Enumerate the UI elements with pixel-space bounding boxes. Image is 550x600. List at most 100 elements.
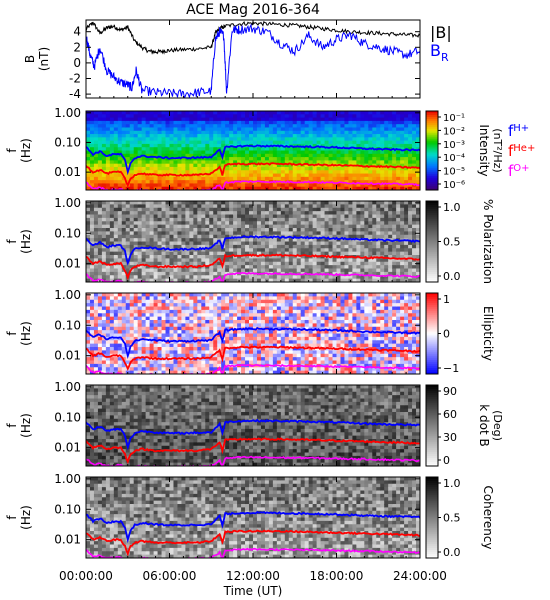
heatmap-cell [161,120,167,125]
heatmap-cell [193,147,198,152]
heatmap-cell [117,299,123,304]
heatmap-cell [304,186,310,190]
heatmap-cell [348,214,354,219]
heatmap-cell [109,204,115,209]
heatmap-cell [292,117,298,122]
heatmap-cell [121,211,127,216]
heatmap-cell [352,127,357,132]
heatmap-cell [276,244,282,249]
heatmap-cell [276,183,282,188]
colorbar-segment [426,160,438,163]
colorbar-tick-label: 10⁻¹ [443,113,465,124]
heatmap-cell [93,137,99,142]
heatmap-cell [229,173,234,178]
heatmap-cell [133,309,139,314]
heatmap-cell [388,248,393,253]
heatmap-cell [117,357,123,362]
heatmap-cell [113,363,119,368]
heatmap-cell [109,306,115,311]
heatmap-cell [388,217,393,222]
heatmap-cell [348,134,354,138]
heatmap-cell [125,137,131,142]
heatmap-cell [376,211,381,216]
heatmap-cell [165,186,171,190]
heatmap-cell [193,173,198,178]
heatmap-cell [384,265,389,270]
heatmap-cell [105,157,111,161]
heatmap-cell [233,134,238,138]
heatmap-cell [312,124,318,129]
heatmap-cell [264,268,270,273]
heatmap-cell [109,316,115,321]
heatmap-cell [201,186,206,190]
heatmap-cell [169,313,175,318]
heatmap-cell [296,251,302,256]
heatmap-cell [165,160,171,165]
heatmap-cell [205,217,210,222]
heatmap-cell [153,336,159,341]
heatmap-cell [364,224,369,229]
heatmap-cell [133,323,139,328]
heatmap-cell [237,157,242,161]
heatmap-cell [193,323,198,328]
heatmap-cell [233,117,238,122]
heatmap-cell [400,117,405,122]
heatmap-cell [300,251,306,256]
heatmap-cell [165,320,171,324]
heatmap-cell [137,360,143,365]
heatmap-cell [300,217,306,222]
heatmap-cell [256,186,262,190]
heatmap-cell [229,137,234,142]
heatmap-cell [141,333,147,338]
heatmap-cell [89,244,95,249]
heatmap-cell [296,150,302,155]
heatmap-cell [149,299,155,304]
heatmap-cell [256,241,262,246]
heatmap-cell [161,124,167,129]
heatmap-cell [93,117,99,122]
heatmap-cell [400,160,405,165]
heatmap-cell [336,137,342,142]
heatmap-cell [213,114,218,119]
heatmap-cell [137,231,143,236]
heatmap-cell [145,217,151,222]
heatmap-cell [340,170,346,175]
heatmap-cell [189,353,194,358]
heatmap-cell [169,183,175,188]
heatmap-cell [141,157,147,161]
heatmap-cell [181,143,187,148]
heatmap-cell [181,306,187,311]
heatmap-cell [169,268,175,273]
heatmap-cell [360,117,365,122]
heatmap-cell [356,160,361,165]
heatmap-cell [372,258,377,263]
heatmap-cell [217,143,222,148]
heatmap-cell [332,268,338,273]
heatmap-cell [165,111,171,115]
heatmap-cell [364,143,369,148]
heatmap-cell [153,201,159,205]
heatmap-cell [332,186,338,190]
heatmap-cell [308,124,314,129]
heatmap-cell [288,221,294,226]
heatmap-cell [205,271,210,276]
heatmap-cell [384,157,389,161]
heatmap-cell [221,160,226,165]
heatmap-cell [181,111,187,115]
heatmap-cell [109,147,115,152]
heatmap-cell [336,278,342,282]
heatmap-cell [205,111,210,115]
heatmap-cell [364,120,369,125]
heatmap-cell [89,265,95,270]
heatmap-cell [332,207,338,212]
heatmap-cell [117,340,123,345]
heatmap-cell [109,261,115,266]
heatmap-cell [320,221,326,226]
heatmap-cell [193,214,198,219]
heatmap-cell [157,170,163,175]
heatmap-cell [93,217,99,222]
heatmap-cell [129,170,135,175]
heatmap-cell [288,258,294,263]
heatmap-cell [101,293,107,297]
heatmap-cell [268,170,274,175]
